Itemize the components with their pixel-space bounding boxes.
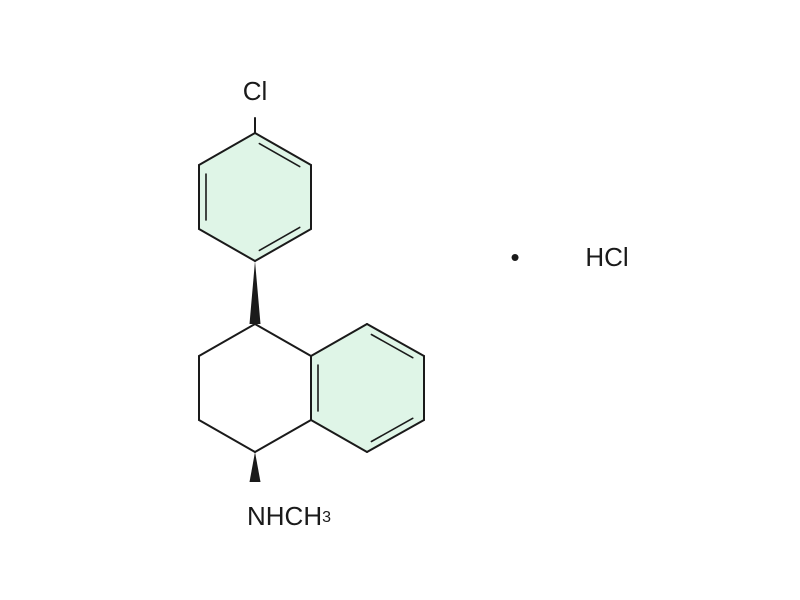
bond: [199, 420, 255, 452]
top-aromatic-ring-fill: [199, 133, 311, 261]
nhch3-label: NHCH3: [247, 501, 331, 531]
bond: [199, 324, 255, 356]
bond: [255, 324, 311, 356]
chemical-structure-canvas: Cl NHCH3 • HCl: [0, 0, 800, 600]
molecule-svg: Cl NHCH3 • HCl: [0, 0, 800, 600]
bond: [255, 420, 311, 452]
wedge-bond: [250, 261, 261, 324]
cl-label: Cl: [243, 76, 268, 106]
fused-aromatic-ring-fill: [311, 324, 424, 452]
hcl-label: HCl: [585, 242, 628, 272]
salt-dot: •: [510, 242, 519, 272]
wedge-bond: [250, 452, 261, 482]
